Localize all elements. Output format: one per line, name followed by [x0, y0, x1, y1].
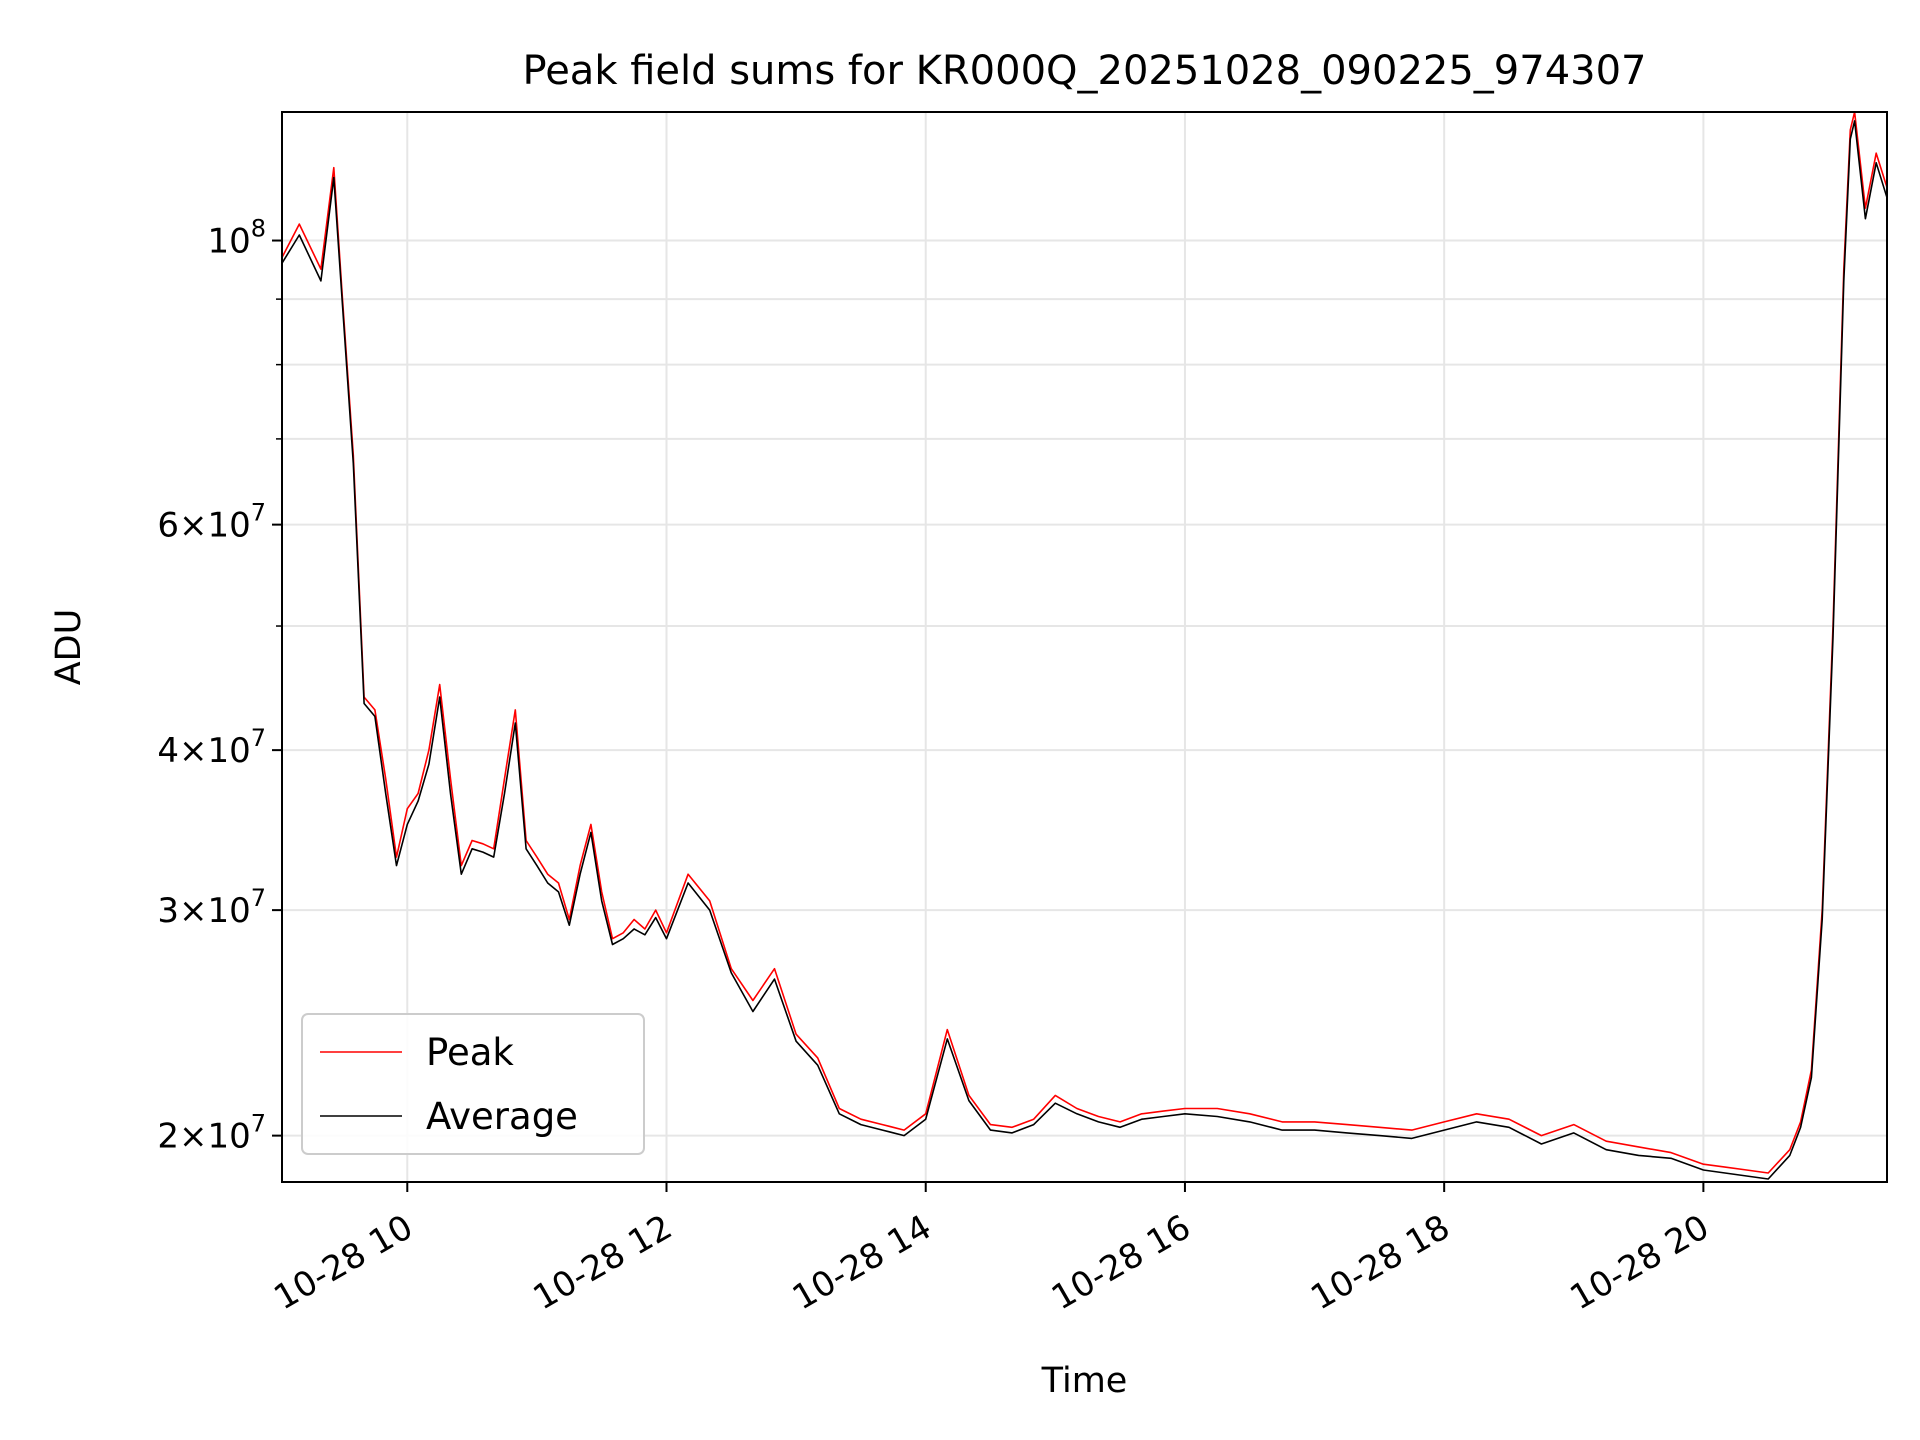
plot-area-frame	[281, 111, 1888, 1183]
legend-label-peak: Peak	[426, 1031, 514, 1074]
y-tick-label: 108	[207, 215, 266, 262]
y-tick-label: 4×107	[157, 724, 266, 771]
x-axis-label: Time	[1041, 1361, 1128, 1401]
legend-label-average: Average	[426, 1095, 578, 1138]
y-tick-label: 2×107	[157, 1110, 266, 1157]
y-tick-label: 6×107	[157, 499, 266, 546]
chart-title: Peak field sums for KR000Q_20251028_0902…	[523, 48, 1647, 94]
y-tick-label: 3×107	[157, 884, 266, 931]
legend: Peak Average	[301, 1013, 645, 1155]
legend-box	[301, 1013, 645, 1155]
series-lines	[281, 111, 1888, 1180]
y-axis-label: ADU	[49, 609, 89, 686]
series-line-peak	[281, 111, 1888, 1174]
series-line-average	[281, 120, 1888, 1180]
